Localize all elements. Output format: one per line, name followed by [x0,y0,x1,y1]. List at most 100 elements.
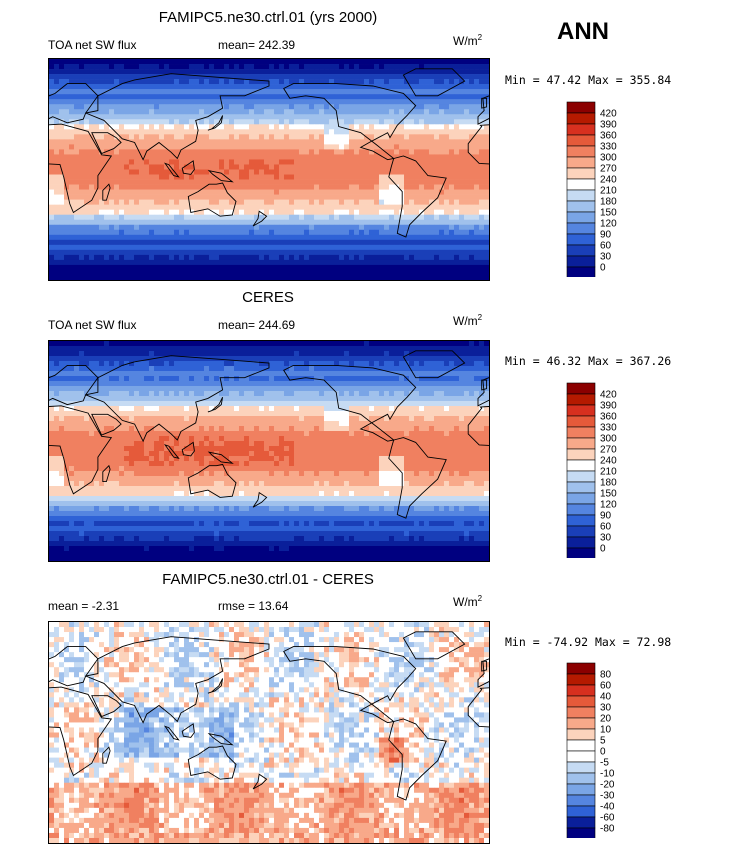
map-cell [189,134,195,140]
map-cell [59,259,65,266]
map-cell [184,199,190,205]
map-cell [444,79,450,85]
map-cell [234,249,240,256]
map-cell [189,244,195,251]
map-cell [469,219,475,226]
map-cell [344,154,350,160]
map-cell [254,114,260,120]
map-cell [74,351,80,357]
map-cell [149,366,155,372]
map-cell [354,194,360,200]
map-cell [264,179,270,185]
map-cell [254,199,260,205]
map-cell [104,244,110,251]
map-cell [309,149,315,155]
map-cell [424,74,430,80]
map-cell [249,371,255,377]
map-cell [409,274,415,280]
map-cell [324,74,330,80]
map-cell [269,199,275,205]
map-cell [394,381,400,387]
map-cell [104,194,110,200]
map-cell [374,64,380,70]
map-cell [479,274,485,280]
map-cell [314,194,320,200]
map-cell [329,124,335,130]
map-cell [274,396,280,402]
map-cell [94,114,100,120]
map-cell [139,386,145,392]
map-cell [424,356,430,362]
map-cell [119,179,125,185]
map-cell [244,194,250,200]
map-cell [274,129,280,135]
map-cell [104,144,110,150]
map-cell [284,249,290,256]
map-cell [394,94,400,100]
map-cell [324,99,330,105]
map-cell [379,129,385,135]
map-cell [344,396,350,402]
map-cell [214,264,220,271]
map-cell [374,269,380,276]
map-cell [234,149,240,155]
map-cell [304,99,310,105]
map-cell [239,99,245,105]
map-cell [209,134,215,140]
map-cell [99,159,105,165]
map-cell [119,89,125,95]
map-cell [54,386,60,392]
map-cell [479,244,485,251]
map-cell [124,224,130,231]
map-cell [104,269,110,276]
coastline [187,182,237,217]
map-cell [484,229,489,236]
map-cell [59,264,65,271]
map-cell [449,99,455,105]
map-cell [439,239,445,246]
map-cell [269,174,275,180]
map-cell [459,244,465,251]
map-cell [234,244,240,251]
map-cell [449,356,455,362]
map-cell [69,159,75,165]
map-cell [479,184,485,190]
map-cell [434,234,440,241]
map-cell [114,239,120,246]
map-cell [389,209,395,215]
map-cell [49,99,55,105]
coastline [163,162,180,178]
map-cell [339,59,345,65]
map-cell [269,74,275,80]
map-cell [304,199,310,205]
map-cell [374,129,380,135]
map-cell [159,386,165,392]
map-cell [109,366,115,372]
map-cell [474,376,480,382]
colorbar-swatch [566,145,596,158]
map-cell [439,386,445,392]
map-cell [194,264,200,271]
map-cell [314,269,320,276]
map-cell [59,114,65,120]
map-cell [369,214,375,221]
map-cell [184,164,190,170]
map-cell [354,366,360,372]
map-cell [459,129,465,135]
map-cell [339,249,345,256]
map-cell [244,209,250,215]
map-cell [484,179,489,185]
map-cell [454,174,460,180]
map-cell [449,249,455,256]
map-cell [439,164,445,170]
map-cell [149,346,155,352]
map-cell [389,244,395,251]
map-cell [154,64,160,70]
map-cell [274,381,280,387]
map-cell [69,164,75,170]
map-cell [339,144,345,150]
map-cell [144,361,150,367]
map-cell [329,84,335,90]
map-cell [279,109,285,115]
map-cell [219,59,225,65]
